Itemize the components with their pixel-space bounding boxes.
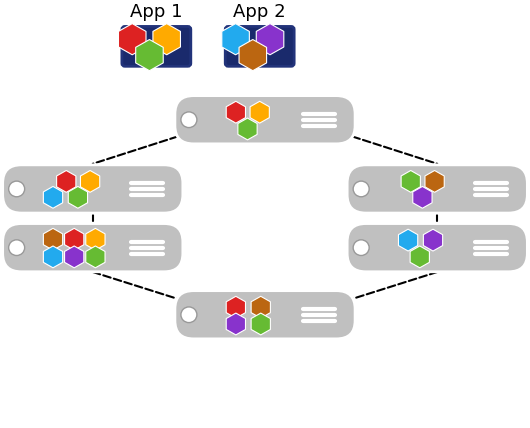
- FancyBboxPatch shape: [122, 27, 191, 66]
- Polygon shape: [43, 246, 63, 268]
- Polygon shape: [238, 118, 257, 140]
- Circle shape: [181, 307, 197, 323]
- Circle shape: [8, 240, 25, 256]
- Polygon shape: [257, 24, 284, 55]
- FancyBboxPatch shape: [175, 291, 355, 339]
- Polygon shape: [423, 229, 443, 251]
- FancyBboxPatch shape: [347, 223, 527, 272]
- FancyBboxPatch shape: [175, 95, 355, 144]
- Circle shape: [353, 240, 369, 256]
- Polygon shape: [239, 39, 267, 71]
- Circle shape: [8, 181, 25, 197]
- Polygon shape: [86, 246, 105, 268]
- Polygon shape: [226, 296, 245, 318]
- Circle shape: [353, 181, 369, 197]
- Polygon shape: [425, 170, 444, 192]
- FancyBboxPatch shape: [3, 165, 183, 213]
- Circle shape: [181, 112, 197, 128]
- Polygon shape: [250, 101, 269, 123]
- Polygon shape: [413, 187, 432, 208]
- Polygon shape: [226, 313, 245, 335]
- Polygon shape: [401, 170, 420, 192]
- Polygon shape: [57, 170, 76, 192]
- Polygon shape: [119, 24, 146, 55]
- Polygon shape: [251, 313, 270, 335]
- Polygon shape: [65, 229, 84, 250]
- Polygon shape: [226, 101, 245, 123]
- Polygon shape: [251, 296, 270, 318]
- FancyBboxPatch shape: [3, 223, 183, 272]
- Polygon shape: [43, 229, 63, 250]
- FancyBboxPatch shape: [225, 27, 294, 66]
- Text: App 1: App 1: [130, 3, 183, 21]
- Polygon shape: [43, 187, 63, 208]
- Polygon shape: [86, 229, 105, 250]
- Polygon shape: [81, 170, 100, 192]
- Polygon shape: [153, 24, 180, 55]
- Polygon shape: [68, 187, 87, 208]
- Polygon shape: [65, 246, 84, 268]
- Polygon shape: [399, 229, 418, 251]
- Polygon shape: [410, 246, 429, 268]
- Polygon shape: [136, 39, 163, 71]
- Polygon shape: [222, 24, 249, 55]
- Text: App 2: App 2: [233, 3, 286, 21]
- FancyBboxPatch shape: [347, 165, 527, 213]
